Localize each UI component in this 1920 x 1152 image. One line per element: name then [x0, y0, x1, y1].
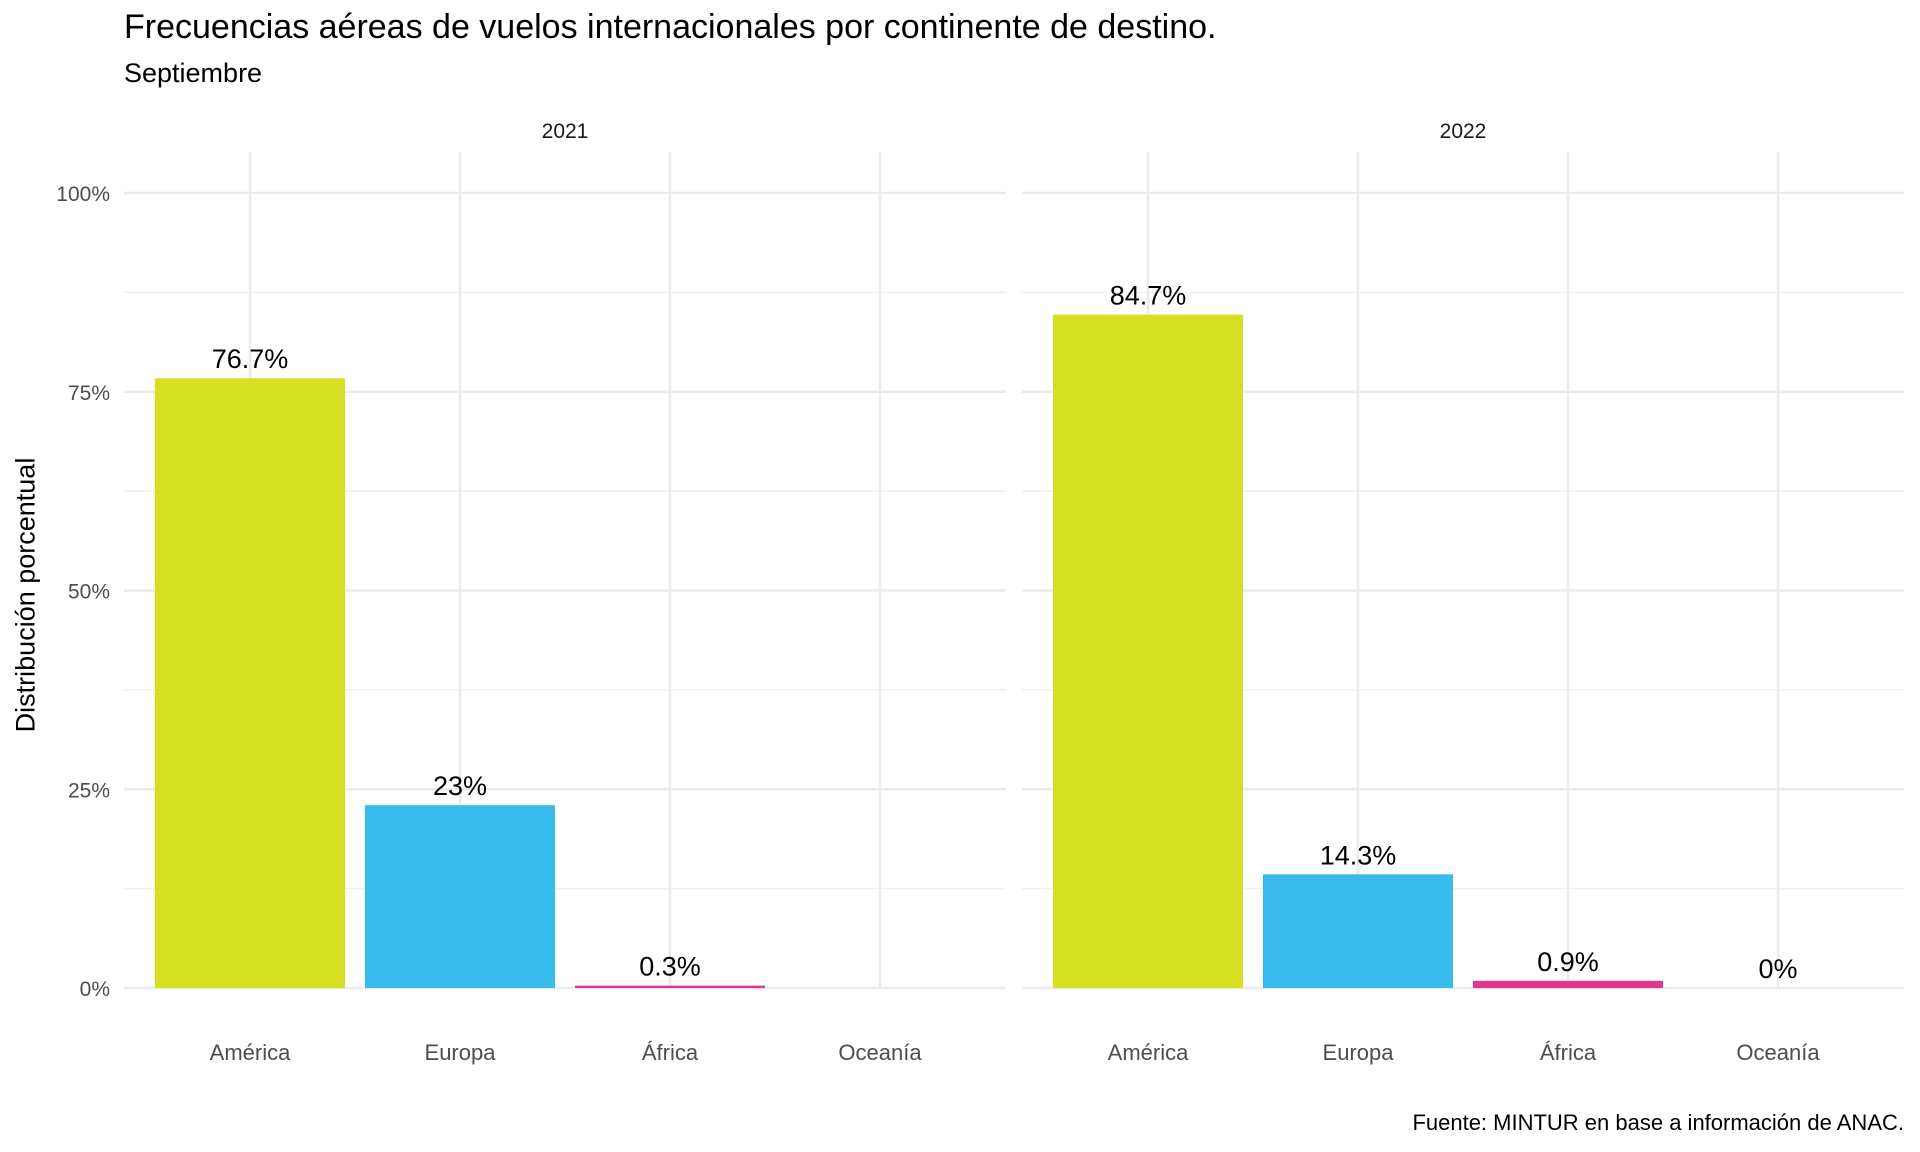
y-tick-label: 0%	[80, 978, 110, 1001]
data-label: 14.3%	[1320, 840, 1397, 870]
bar-américa	[1053, 314, 1243, 988]
data-label: 0.3%	[639, 952, 701, 982]
bar-europa	[365, 805, 555, 988]
x-tick-label: África	[1540, 1040, 1597, 1065]
facet-label: 2021	[542, 120, 589, 143]
y-tick-label: 50%	[68, 581, 110, 604]
data-label: 23%	[433, 771, 487, 801]
facet-label: 2022	[1440, 120, 1487, 143]
x-tick-label: Europa	[1323, 1040, 1395, 1065]
data-label: 0%	[1758, 954, 1797, 984]
bar-áfrica	[1473, 980, 1663, 988]
x-tick-label: Oceanía	[1736, 1040, 1820, 1065]
x-tick-label: Oceanía	[838, 1040, 922, 1065]
chart-caption: Fuente: MINTUR en base a información de …	[1412, 1110, 1904, 1135]
x-tick-label: América	[1108, 1040, 1189, 1065]
data-label: 76.7%	[212, 344, 289, 374]
chart-subtitle: Septiembre	[124, 58, 263, 88]
bar-áfrica	[575, 985, 765, 988]
x-tick-label: Europa	[425, 1040, 497, 1065]
x-tick-label: América	[210, 1040, 291, 1065]
y-tick-label: 100%	[56, 183, 110, 206]
x-tick-label: África	[642, 1040, 699, 1065]
y-tick-label: 25%	[68, 779, 110, 802]
data-label: 0.9%	[1537, 947, 1599, 977]
bar-américa	[155, 378, 345, 988]
data-label: 84.7%	[1110, 281, 1187, 311]
y-tick-label: 75%	[68, 382, 110, 405]
chart-title: Frecuencias aéreas de vuelos internacion…	[124, 8, 1217, 46]
bar-europa	[1263, 874, 1453, 988]
